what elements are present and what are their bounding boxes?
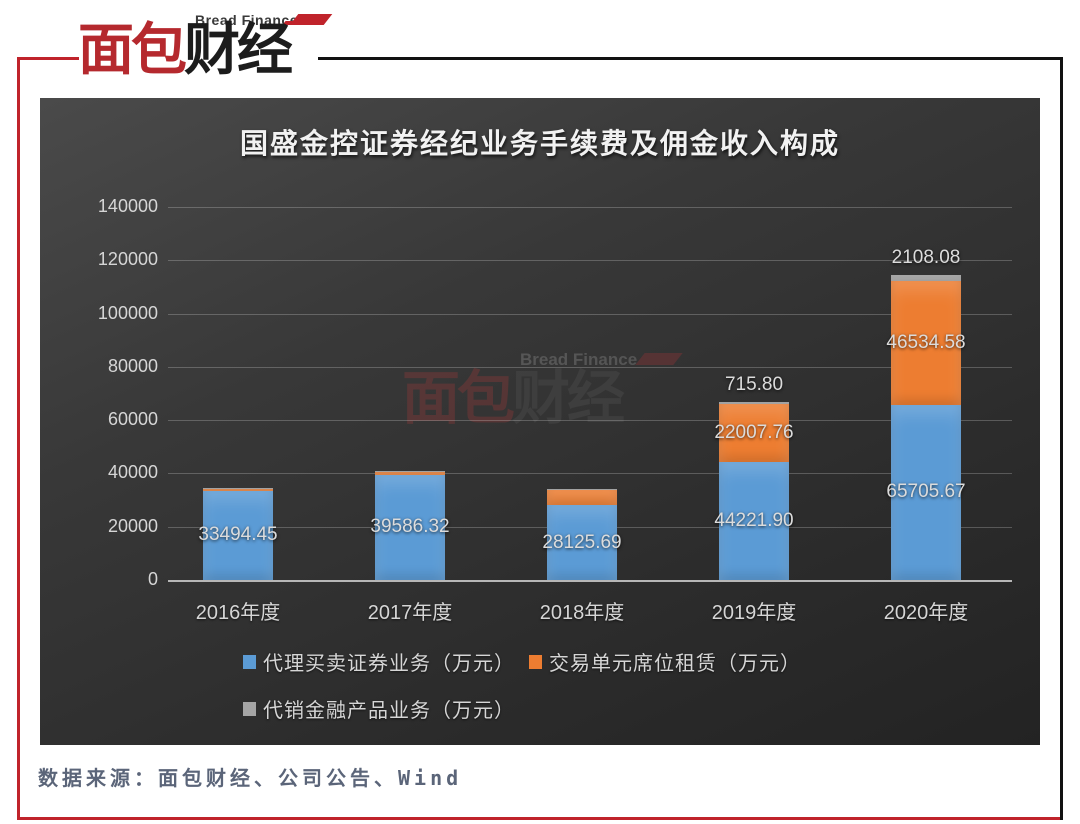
bar-segment (719, 401, 789, 404)
watermark-logotype: 面包财经 (402, 370, 625, 428)
logotype-dark-part: 财经 (184, 18, 293, 81)
frame-bottom-red-line (17, 817, 1063, 820)
bar-segment (547, 505, 617, 580)
logo-swoosh-icon (289, 14, 333, 25)
y-tick-label: 140000 (97, 196, 158, 216)
watermark-wordmark: Bread Finance (520, 350, 638, 369)
x-axis-baseline (168, 580, 1012, 582)
watermark-red-part: 面包 (402, 366, 515, 431)
legend-label: 交易单元席位租赁（万元） (549, 653, 801, 675)
x-axis-label: 2019年度 (711, 602, 797, 624)
chart-title: 国盛金控证券经纪业务手续费及佣金收入构成 (239, 128, 840, 159)
logotype-red-part: 面包 (78, 18, 187, 81)
frame-top-black-line (318, 57, 1063, 60)
x-axis-label: 2020年度 (883, 602, 969, 624)
x-axis-label: 2018年度 (539, 602, 625, 624)
legend-row: 代理买卖证券业务（万元） 交易单元席位租赁（万元） (243, 647, 801, 676)
bar-segment (203, 490, 273, 580)
gridline (168, 420, 1012, 422)
legend-label: 代销金融产品业务（万元） (263, 700, 515, 722)
bar-data-label: 28125.69 (542, 531, 622, 553)
legend-item: 代理买卖证券业务（万元） (243, 647, 515, 676)
bar-data-label: 2108.08 (891, 247, 961, 269)
y-tick-label: 100000 (97, 302, 158, 323)
bread-finance-wordmark: Bread Finance (195, 12, 298, 28)
y-tick-label: 40000 (107, 462, 158, 483)
bar-data-label: 22007.76 (714, 421, 794, 443)
bar-segment (891, 275, 961, 281)
x-axis-label: 2016年度 (195, 602, 281, 624)
bar-segment (891, 280, 961, 405)
data-source-note: 数据来源：面包财经、公司公告、Wind (38, 766, 463, 790)
bar-data-label: 39586.32 (370, 516, 450, 538)
bar-segment (203, 488, 273, 491)
frame-right-black-line (1060, 57, 1063, 820)
bread-finance-logo: Bread Finance 面包财经 (78, 6, 338, 96)
bar-segment (719, 462, 789, 580)
mianbao-caijing-logotype: 面包财经 (78, 22, 293, 78)
stacked-bar-chart: 国盛金控证券经纪业务手续费及佣金收入构成 Bread Finance 面包财经 … (40, 98, 1040, 745)
bar-segment (203, 488, 273, 490)
bar-segment (375, 471, 445, 473)
gridline (168, 366, 1012, 368)
y-tick-label: 0 (147, 569, 158, 589)
gridline (168, 473, 1012, 475)
legend-label: 代理买卖证券业务（万元） (263, 653, 515, 675)
bar-segment (719, 403, 789, 463)
bar-segment (375, 471, 445, 475)
bar-segment (891, 404, 961, 580)
frame-left-red-line (17, 57, 20, 820)
bar-segment (547, 489, 617, 506)
legend-swatch-icon (243, 701, 256, 716)
bar-data-label: 33494.45 (198, 524, 278, 546)
y-tick-label: 120000 (97, 249, 158, 270)
x-axis-label: 2017年度 (367, 602, 453, 624)
legend-item: 代销金融产品业务（万元） (243, 694, 515, 723)
gridline (168, 313, 1012, 315)
legend-row: 代销金融产品业务（万元） (243, 694, 515, 723)
watermark-dark-part: 财经 (512, 366, 625, 431)
legend-swatch-icon (529, 654, 542, 669)
y-tick-label: 80000 (107, 355, 158, 376)
y-tick-label: 60000 (107, 409, 158, 430)
gridline (168, 260, 1012, 262)
legend-item: 交易单元席位租赁（万元） (529, 647, 801, 676)
legend-swatch-icon (243, 654, 256, 669)
gridline (168, 207, 1012, 208)
bar-segment (375, 474, 445, 580)
watermark-swoosh-icon (635, 353, 683, 365)
bar-data-label: 44221.90 (714, 510, 794, 532)
bar-data-label: 715.80 (724, 373, 784, 395)
y-tick-label: 20000 (107, 515, 158, 536)
bar-data-label: 46534.58 (886, 331, 966, 353)
frame-top-left-red-line (17, 57, 79, 60)
bar-segment (547, 489, 617, 491)
bar-data-label: 65705.67 (886, 481, 966, 503)
